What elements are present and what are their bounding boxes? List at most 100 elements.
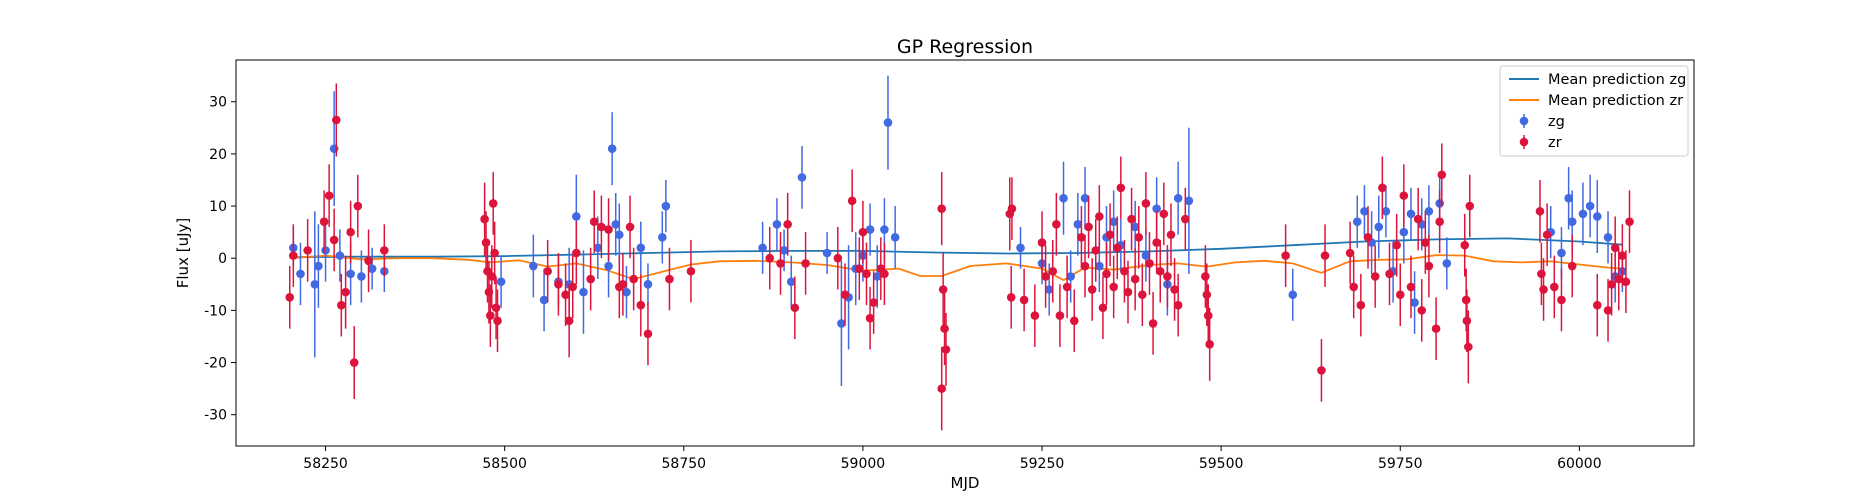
data-point-zr (1203, 311, 1213, 320)
data-point-zg (758, 243, 767, 253)
data-point-zg (1073, 220, 1083, 229)
data-point-zg (1109, 217, 1118, 227)
data-point-zr (625, 222, 635, 232)
x-tick-label: 58750 (662, 456, 707, 472)
x-tick-label: 59750 (1378, 456, 1423, 472)
data-point-zg (1044, 285, 1054, 294)
y-axis: -30 -20 -10 0 10 20 30 (204, 95, 236, 424)
chart-title: GP Regression (897, 36, 1033, 58)
data-point-zr (1041, 272, 1050, 281)
data-point-zg (1399, 227, 1409, 237)
data-point-zr (586, 274, 595, 284)
data-point-zg (1066, 272, 1075, 281)
data-point-zg (1374, 222, 1384, 232)
data-point-zr (1349, 282, 1358, 292)
data-point-zg (1410, 298, 1419, 307)
series-zr (285, 83, 1634, 431)
data-point-zr (1356, 300, 1366, 310)
data-point-zg (346, 269, 355, 279)
data-point-zr (1424, 261, 1434, 271)
series-zg (289, 75, 1627, 387)
data-point-zr (1205, 339, 1214, 349)
y-tick-label: 30 (209, 95, 227, 111)
data-point-zg (607, 144, 617, 153)
data-point-zg (636, 243, 646, 253)
data-point-zr (561, 290, 570, 300)
x-tick-label: 58500 (482, 456, 527, 472)
data-point-zr (1105, 230, 1115, 240)
data-point-zr (1202, 290, 1212, 300)
data-point-zr (380, 246, 389, 255)
data-point-zr (938, 285, 948, 294)
data-point-zr (1385, 269, 1394, 279)
y-tick-label: 0 (218, 251, 227, 267)
data-point-zr (572, 248, 581, 258)
data-point-zg (890, 233, 900, 242)
data-point-zr (1112, 243, 1122, 253)
data-point-zr (1120, 266, 1129, 276)
data-point-zr (364, 256, 373, 266)
data-point-zr (686, 266, 696, 276)
data-point-zr (1069, 316, 1079, 326)
data-point-zg (296, 269, 305, 279)
data-point-zr (353, 201, 363, 211)
y-axis-label: Flux [uJy] (174, 218, 192, 288)
y-tick-label: 10 (209, 199, 227, 215)
data-point-zr (1019, 295, 1029, 305)
data-point-zr (1421, 238, 1430, 247)
data-point-zr (858, 227, 868, 237)
data-point-zr (665, 274, 674, 284)
data-point-zg (1152, 204, 1161, 213)
data-point-zr (1557, 295, 1566, 305)
data-point-zr (1116, 183, 1126, 193)
data-point-zr (833, 253, 843, 263)
data-point-zr (332, 115, 341, 125)
data-point-zr (1134, 233, 1144, 242)
data-point-zg (611, 220, 621, 229)
data-point-zr (481, 238, 491, 247)
data-point-zr (491, 303, 501, 313)
data-point-zr (790, 303, 800, 313)
data-point-zr (776, 259, 785, 268)
x-tick-label: 59500 (1199, 456, 1244, 472)
data-point-zr (941, 345, 951, 354)
x-tick-label: 60000 (1557, 456, 1602, 472)
data-point-zr (1378, 183, 1387, 193)
data-point-zr (1170, 285, 1179, 294)
data-point-zr (1621, 277, 1631, 286)
data-point-zr (319, 217, 329, 227)
data-point-zr (1201, 272, 1210, 281)
data-point-zg (1360, 206, 1369, 216)
data-point-zr (1549, 282, 1559, 292)
data-point-zg (1095, 261, 1104, 271)
data-point-zr (337, 300, 346, 310)
data-point-zr (869, 298, 878, 307)
data-point-zr (493, 316, 502, 326)
data-point-zr (1155, 266, 1165, 276)
legend-label: zr (1548, 135, 1562, 151)
data-point-zg (643, 279, 653, 289)
data-point-zr (486, 311, 495, 320)
x-axis: 58250 58500 58750 59000 59250 59500 59750 60000 (303, 446, 1602, 472)
data-point-zr (862, 269, 871, 279)
data-point-zg (1130, 222, 1140, 232)
data-point-zr (1406, 282, 1416, 292)
legend-label: Mean prediction zr (1548, 93, 1683, 109)
y-tick-label: -30 (204, 408, 227, 424)
data-point-zr (285, 293, 295, 302)
data-point-zr (1370, 272, 1380, 281)
data-point-zr (940, 324, 949, 333)
plot-content (285, 75, 1634, 431)
data-point-zr (564, 316, 574, 326)
data-point-zr (1539, 285, 1548, 294)
x-tick-label: 58250 (303, 456, 348, 472)
plot-frame (235, 59, 1695, 447)
data-point-zg (880, 225, 889, 234)
data-point-zr (1625, 217, 1634, 227)
data-point-zg (314, 261, 323, 271)
data-point-zr (1037, 238, 1047, 247)
data-point-zr (1320, 251, 1330, 260)
data-point-zr (349, 358, 359, 367)
data-point-zr (490, 248, 499, 258)
data-point-zr (1610, 243, 1620, 253)
